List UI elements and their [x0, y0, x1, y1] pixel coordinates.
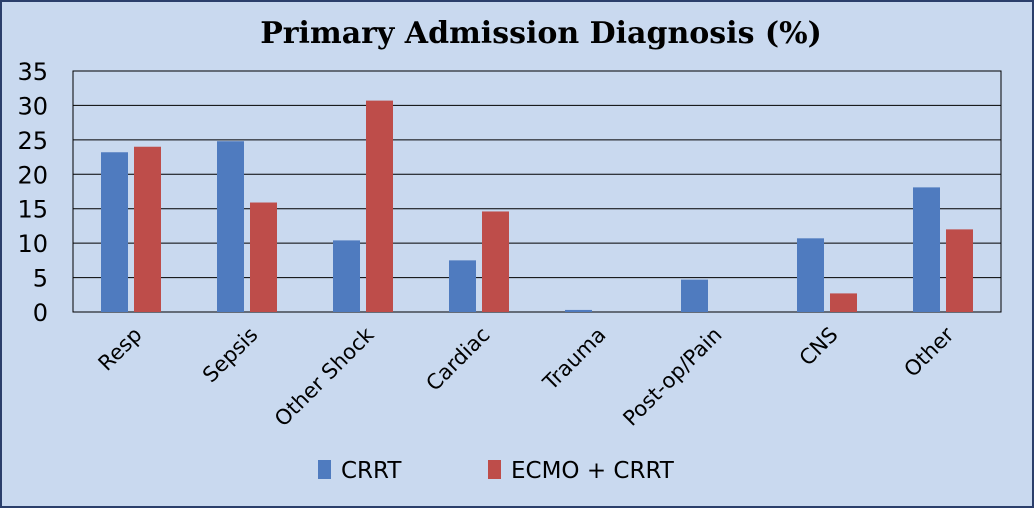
- bar-crrt-resp: [101, 152, 128, 312]
- y-axis-tick-labels: 0 5 10 15 20 25 30 35: [17, 58, 48, 327]
- legend: CRRT ECMO + CRRT: [318, 458, 675, 484]
- bars: [101, 100, 973, 312]
- bar-crrt-other: [913, 187, 940, 312]
- bar-crrt-trauma: [565, 309, 592, 312]
- x-axis-category-labels: Resp Sepsis Other Shock Cardiac Trauma Post-o…: [94, 322, 959, 431]
- y-tick-label: 15: [17, 196, 48, 224]
- plot-area: [72, 70, 1002, 313]
- bar-crrt-post-op-pain: [681, 279, 708, 312]
- y-tick-label: 10: [17, 230, 48, 258]
- bar-ecmo-crrt-other: [946, 229, 973, 312]
- bar-crrt-sepsis: [217, 141, 244, 312]
- x-category-label: Sepsis: [198, 323, 263, 388]
- y-tick-label: 25: [17, 127, 48, 155]
- gridlines: [73, 70, 1001, 313]
- y-tick-label: 35: [17, 58, 48, 86]
- legend-swatch: [488, 460, 501, 479]
- bar-crrt-other-shock: [333, 240, 360, 312]
- legend-label: CRRT: [341, 458, 402, 484]
- y-tick-label: 0: [33, 299, 48, 327]
- bar-crrt-cns: [797, 238, 824, 312]
- bar-ecmo-crrt-sepsis: [250, 202, 277, 312]
- chart-title: Primary Admission Diagnosis (%): [260, 16, 822, 51]
- bar-ecmo-crrt-resp: [134, 146, 161, 312]
- x-category-label: Other: [899, 322, 958, 381]
- legend-label: ECMO + CRRT: [511, 458, 675, 484]
- bar-ecmo-crrt-other-shock: [366, 100, 393, 312]
- bar-ecmo-crrt-cns: [830, 293, 857, 312]
- y-tick-label: 20: [17, 161, 48, 189]
- x-category-label: Trauma: [538, 323, 611, 396]
- x-category-label: CNS: [795, 323, 843, 371]
- y-tick-label: 5: [33, 265, 48, 293]
- x-category-label: Cardiac: [421, 323, 494, 396]
- bar-crrt-cardiac: [449, 260, 476, 312]
- x-category-label: Other Shock: [270, 322, 379, 431]
- bar-ecmo-crrt-cardiac: [482, 211, 509, 312]
- y-tick-label: 30: [17, 92, 48, 120]
- legend-swatch: [318, 460, 331, 479]
- x-category-label: Post-op/Pain: [618, 323, 726, 431]
- x-category-label: Resp: [94, 323, 147, 376]
